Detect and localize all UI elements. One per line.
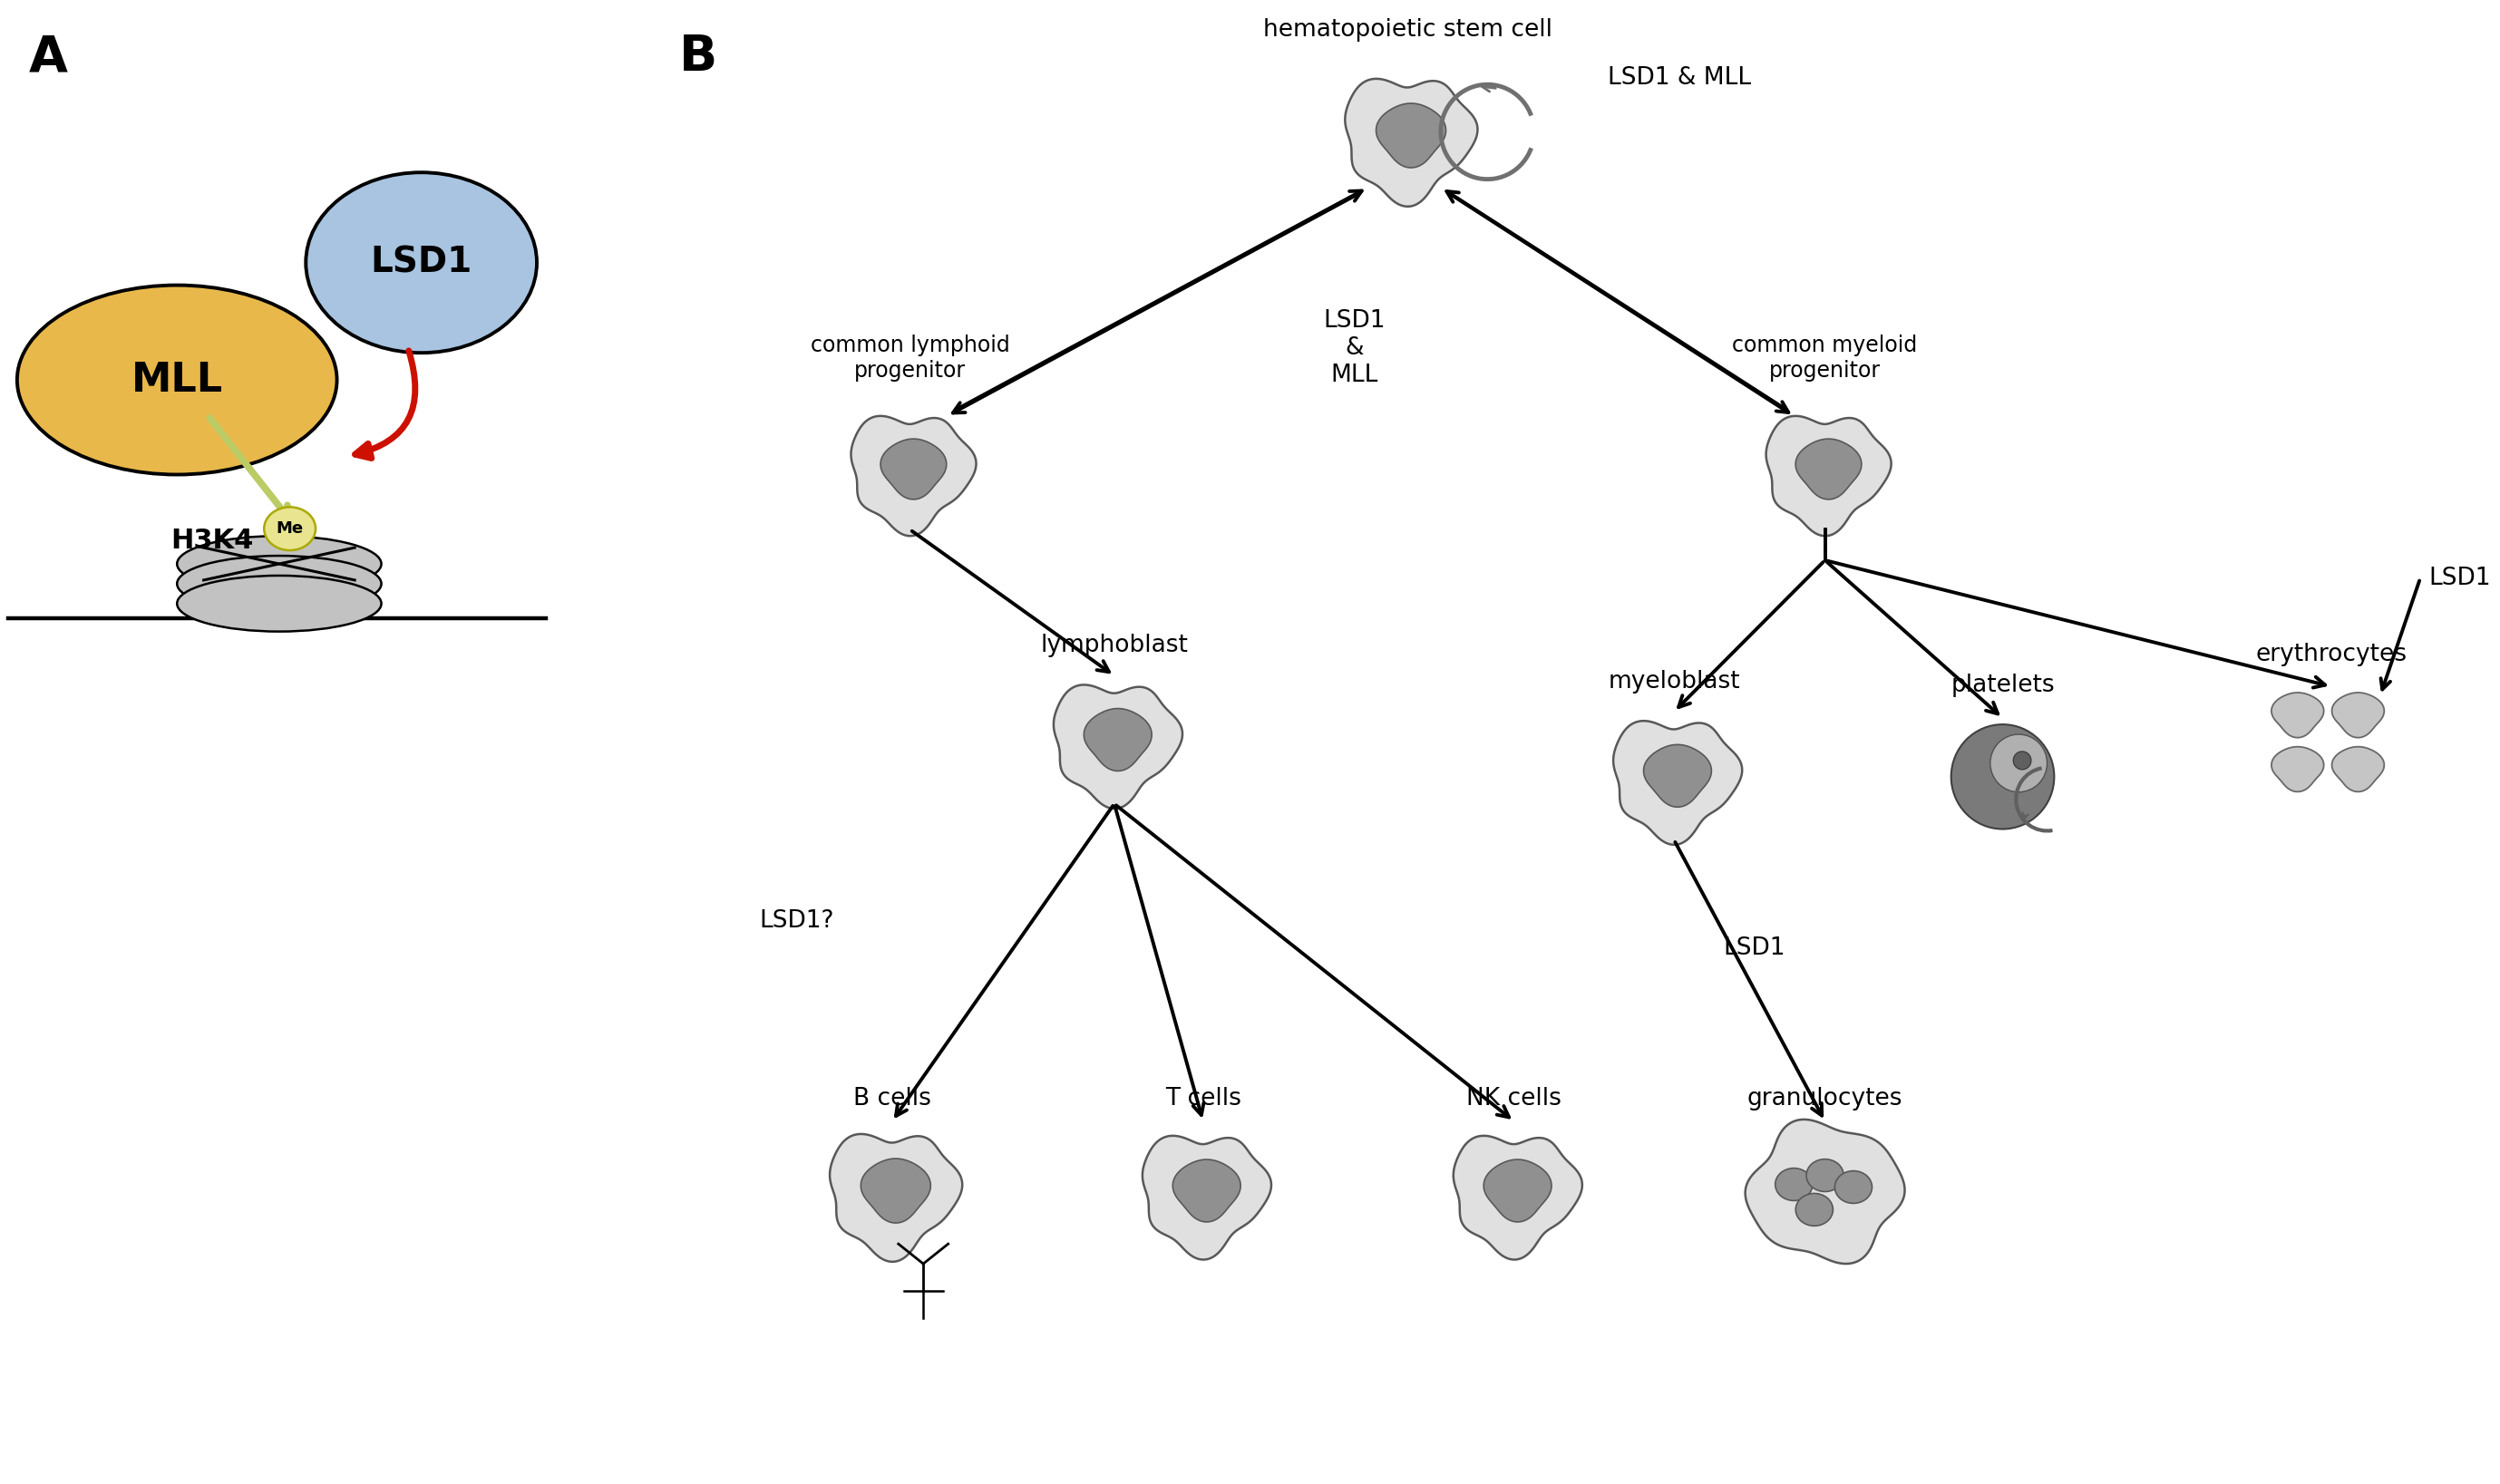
Text: common myeloid
progenitor: common myeloid progenitor bbox=[1732, 335, 1918, 381]
Text: B cells: B cells bbox=[853, 1086, 930, 1110]
Text: LSD1: LSD1 bbox=[2430, 567, 2490, 591]
Polygon shape bbox=[880, 439, 948, 499]
Ellipse shape bbox=[1808, 1159, 1842, 1192]
Polygon shape bbox=[1345, 79, 1478, 206]
Polygon shape bbox=[1643, 745, 1713, 807]
Polygon shape bbox=[1765, 416, 1890, 536]
Polygon shape bbox=[1052, 684, 1182, 809]
Ellipse shape bbox=[178, 555, 382, 611]
Text: LSD1?: LSD1? bbox=[760, 910, 832, 933]
Text: NK cells: NK cells bbox=[1468, 1086, 1562, 1110]
Circle shape bbox=[2013, 751, 2030, 770]
Text: T cells: T cells bbox=[1165, 1086, 1240, 1110]
Polygon shape bbox=[2273, 693, 2325, 738]
Polygon shape bbox=[1612, 721, 1742, 844]
Polygon shape bbox=[860, 1159, 930, 1223]
Text: A: A bbox=[28, 33, 68, 82]
Polygon shape bbox=[1745, 1119, 1905, 1264]
Polygon shape bbox=[1452, 1135, 1582, 1260]
Text: myeloblast: myeloblast bbox=[1608, 671, 1740, 693]
Text: common lymphoid
progenitor: common lymphoid progenitor bbox=[810, 335, 1010, 381]
Ellipse shape bbox=[178, 576, 382, 632]
Polygon shape bbox=[1375, 104, 1445, 168]
Text: LSD1 & MLL: LSD1 & MLL bbox=[1608, 65, 1750, 89]
Polygon shape bbox=[1172, 1159, 1240, 1221]
Text: LSD1: LSD1 bbox=[370, 245, 472, 280]
Ellipse shape bbox=[305, 172, 538, 353]
Text: B: B bbox=[680, 33, 718, 82]
Text: MLL: MLL bbox=[130, 361, 222, 399]
Polygon shape bbox=[2332, 746, 2385, 792]
Circle shape bbox=[1950, 724, 2055, 830]
Polygon shape bbox=[1795, 439, 1862, 499]
Ellipse shape bbox=[1835, 1171, 1872, 1204]
Polygon shape bbox=[2332, 693, 2385, 738]
Text: Me: Me bbox=[275, 521, 302, 537]
Polygon shape bbox=[850, 416, 975, 536]
Text: platelets: platelets bbox=[1950, 674, 2055, 697]
Polygon shape bbox=[1085, 708, 1152, 772]
Ellipse shape bbox=[18, 285, 338, 475]
Text: hematopoietic stem cell: hematopoietic stem cell bbox=[1262, 18, 1552, 42]
Ellipse shape bbox=[1795, 1193, 1832, 1226]
Text: H3K4: H3K4 bbox=[170, 527, 255, 554]
Text: erythrocytes: erythrocytes bbox=[2255, 643, 2407, 666]
Text: LSD1
&
MLL: LSD1 & MLL bbox=[1322, 309, 1385, 387]
Ellipse shape bbox=[178, 536, 382, 592]
Polygon shape bbox=[830, 1134, 963, 1261]
Ellipse shape bbox=[265, 508, 315, 551]
Text: lymphoblast: lymphoblast bbox=[1040, 634, 1188, 657]
Polygon shape bbox=[1482, 1159, 1552, 1221]
FancyArrowPatch shape bbox=[355, 350, 415, 459]
Text: LSD1: LSD1 bbox=[1722, 936, 1785, 960]
Polygon shape bbox=[1142, 1135, 1272, 1260]
Ellipse shape bbox=[1775, 1168, 1812, 1201]
Text: granulocytes: granulocytes bbox=[1747, 1086, 1902, 1110]
Polygon shape bbox=[2273, 746, 2325, 792]
Circle shape bbox=[1990, 735, 2047, 792]
